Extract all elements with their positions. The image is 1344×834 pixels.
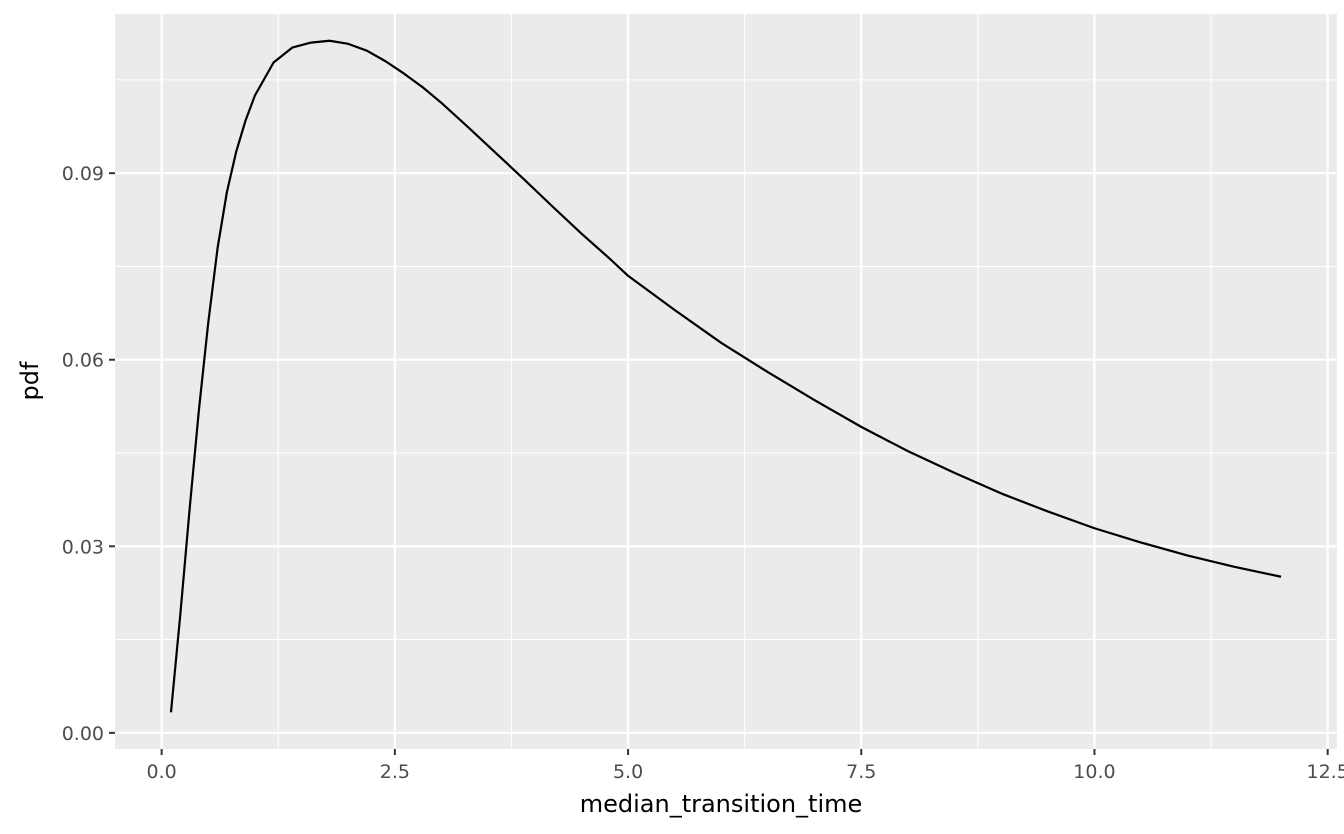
x-axis-title: median_transition_time (580, 790, 863, 818)
pdf-curve (169, 39, 1282, 713)
x-tick-label: 2.5 (380, 761, 410, 783)
x-tick-label: 10.0 (1073, 761, 1115, 783)
x-tick-label: 7.5 (846, 761, 876, 783)
grid-minor (115, 14, 1337, 749)
x-tick-label: 0.0 (147, 761, 177, 783)
x-tick-label: 5.0 (613, 761, 643, 783)
y-tick-label: 0.09 (62, 163, 104, 185)
y-tick-label: 0.06 (62, 350, 104, 372)
panel-background (115, 14, 1337, 749)
y-tick-label: 0.00 (62, 723, 104, 745)
y-tick-label: 0.03 (62, 536, 104, 558)
y-axis: 0.00 0.03 0.06 0.09 (62, 163, 115, 745)
grid-major (115, 14, 1337, 749)
y-axis-title: pdf (16, 361, 44, 400)
x-axis: 0.0 2.5 5.0 7.5 10.0 12.5 (147, 749, 1344, 783)
x-tick-label: 12.5 (1307, 761, 1344, 783)
